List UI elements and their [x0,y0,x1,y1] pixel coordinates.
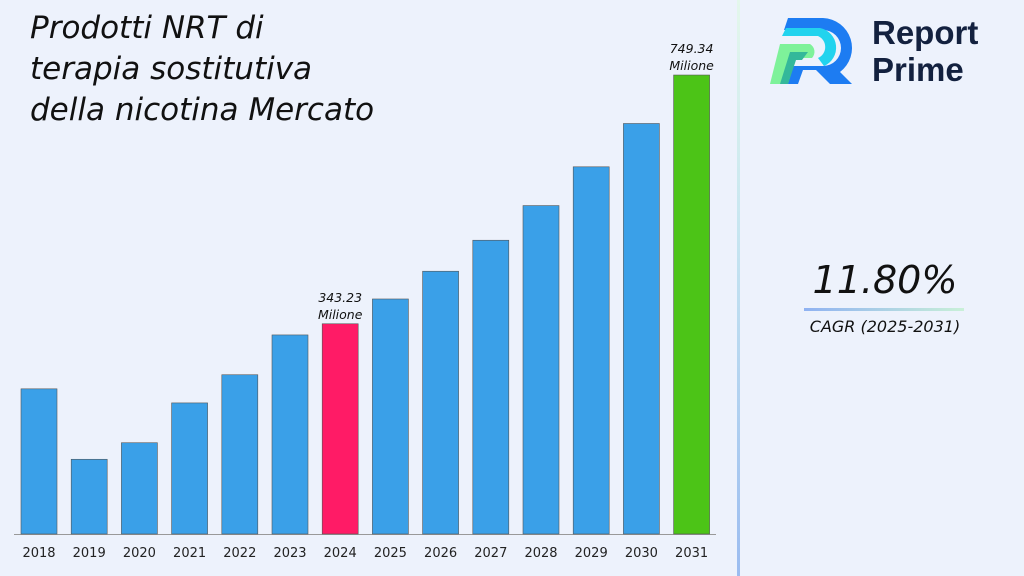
x-tick-label: 2028 [524,546,557,561]
bar-2018 [20,388,58,535]
bar-2027 [472,239,510,535]
divider [737,0,740,576]
bar-2023 [271,334,309,535]
bar-2028 [522,205,560,535]
bar-2024 [321,323,359,535]
x-tick-label: 2018 [22,546,55,561]
x-tick-label: 2021 [173,546,206,561]
cagr-value: 11.80% [812,258,958,302]
report-prime-logo-icon [770,18,853,84]
chart-title: Prodotti NRT di terapia sostitutiva dell… [30,10,375,128]
bar-2020 [121,442,158,535]
bar-2022 [221,374,259,535]
x-tick-label: 2026 [424,546,457,561]
logo-line-1: Report [872,14,979,51]
bar-2030 [623,123,660,535]
x-tick-label: 2027 [474,546,507,561]
bar-chart: 2018 2019 2020 2021 2022 2023 2024 343.23 Milion… [14,41,716,561]
data-label-value: 749.34 [670,41,714,56]
x-tick-label: 2020 [123,546,156,561]
logo-line-2: Prime [872,51,964,88]
logo-text: Report Prime [872,14,978,88]
x-tick-label: 2023 [273,546,306,561]
x-tick-label: 2022 [223,546,256,561]
bar-2029 [572,166,610,535]
x-tick-label: 2031 [675,546,708,561]
data-label-unit: Milione [669,58,714,73]
bar-2025 [372,298,409,535]
bar-2031 [673,74,710,535]
x-tick-label: 2030 [625,546,658,561]
bar-2019 [70,458,108,535]
x-tick-label: 2024 [324,546,357,561]
x-tick-label: 2025 [374,546,407,561]
data-label-value: 343.23 [318,290,362,305]
x-tick-label: 2029 [575,546,608,561]
data-label-unit: Milione [318,307,363,322]
bar-2021 [171,402,208,535]
cagr-label: CAGR (2025-2031) [809,317,961,336]
cagr-underline [804,308,964,311]
x-tick-label: 2019 [73,546,106,561]
bar-2026 [422,270,459,535]
